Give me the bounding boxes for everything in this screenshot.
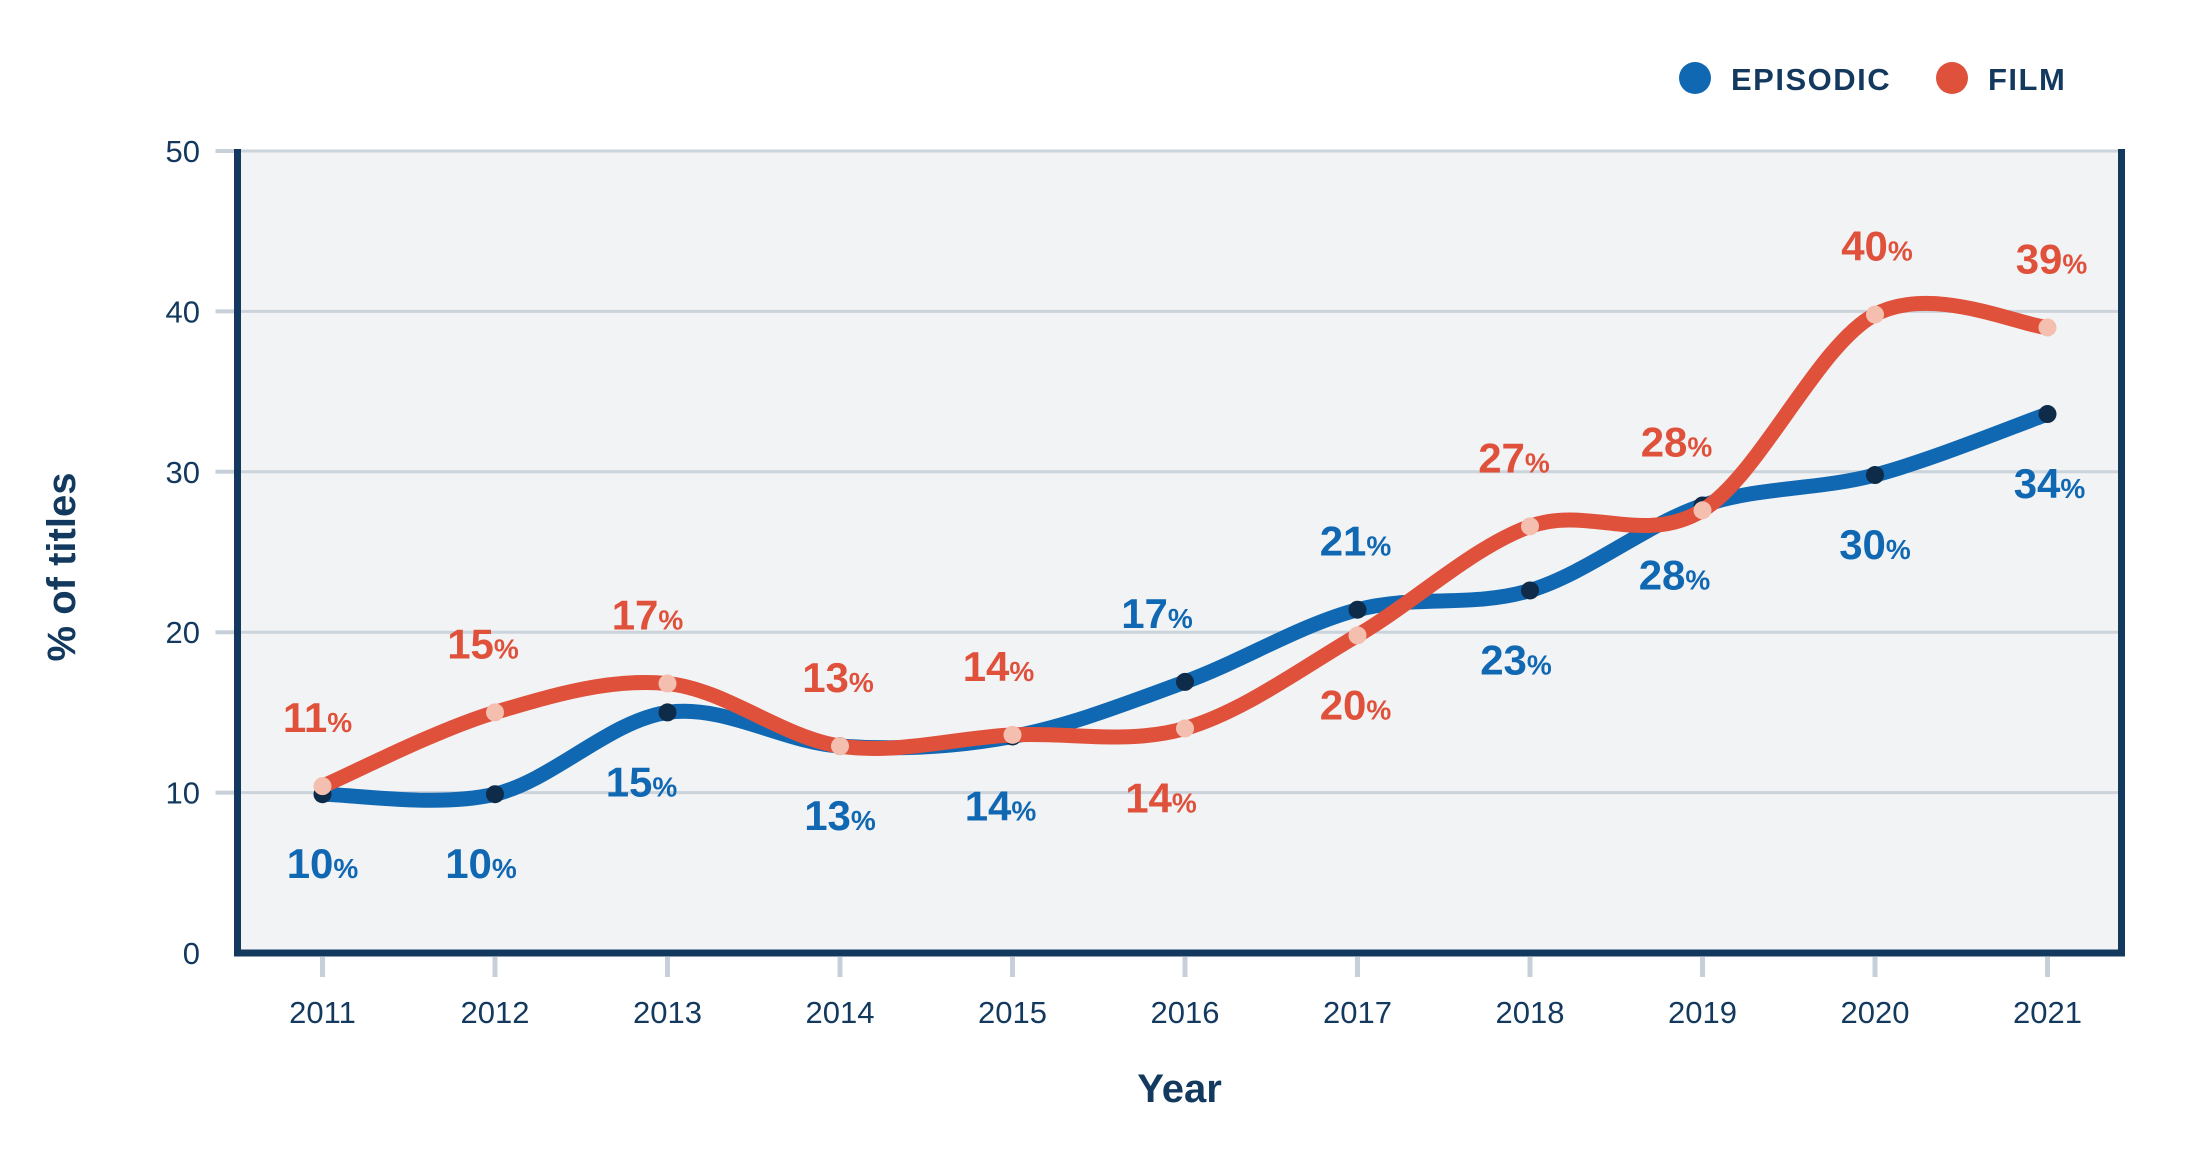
x-tick-label-2016: 2016	[1151, 995, 1220, 1030]
episodic-label-2015: 14%	[965, 782, 1037, 829]
episodic-label-2020: 30%	[1839, 521, 1911, 568]
x-axis-title: Year	[1137, 1067, 1222, 1111]
x-tick-label-2014: 2014	[806, 995, 875, 1030]
x-tick-label-2017: 2017	[1323, 995, 1392, 1030]
y-tick-label-50: 50	[166, 134, 200, 169]
film-marker-2021	[2038, 318, 2057, 337]
episodic-marker-2013	[658, 703, 677, 722]
film-label-2018: 27%	[1478, 434, 1550, 481]
x-tick-label-2018: 2018	[1496, 995, 1565, 1030]
legend-episodic-swatch	[1679, 62, 1711, 94]
film-label-2019: 28%	[1641, 418, 1713, 465]
episodic-marker-2021	[2038, 405, 2057, 424]
film-marker-2012	[486, 703, 504, 722]
episodic-label-2012: 10%	[445, 840, 517, 887]
film-marker-2014	[831, 737, 849, 756]
film-label-2015: 14%	[963, 643, 1035, 690]
episodic-marker-2017	[1348, 600, 1367, 619]
y-tick-label-40: 40	[166, 294, 200, 329]
film-label-2013: 17%	[612, 592, 684, 639]
y-tick-label-30: 30	[166, 455, 200, 490]
film-marker-2011	[313, 777, 332, 796]
episodic-label-2016: 17%	[1121, 590, 1193, 637]
episodic-label-2017: 21%	[1320, 518, 1392, 565]
episodic-label-2019: 28%	[1639, 551, 1711, 598]
episodic-marker-2016	[1176, 672, 1194, 691]
episodic-label-2011: 10%	[287, 840, 359, 887]
x-tick-label-2012: 2012	[461, 995, 530, 1030]
film-label-2020: 40%	[1841, 223, 1913, 270]
film-line	[315, 295, 2055, 794]
episodic-label-2013: 15%	[606, 758, 678, 805]
episodic-label-2014: 13%	[804, 792, 876, 839]
film-marker-2019	[1693, 501, 1712, 520]
film-marker-2015	[1003, 725, 1022, 744]
episodic-label-2021: 34%	[2014, 460, 2086, 507]
x-tick-label-2015: 2015	[978, 995, 1047, 1030]
film-label-2014: 13%	[802, 654, 874, 701]
film-marker-2016	[1176, 719, 1194, 738]
legend-episodic-label: EPISODIC	[1731, 62, 1891, 97]
film-marker-2013	[658, 674, 677, 693]
film-label-2011: 11%	[283, 694, 352, 741]
film-marker-2018	[1521, 517, 1539, 536]
episodic-marker-2018	[1521, 581, 1539, 600]
y-tick-label-20: 20	[166, 615, 200, 650]
film-label-2016: 14%	[1125, 774, 1197, 821]
film-marker-2017	[1348, 626, 1367, 645]
x-tick-label-2021: 2021	[2013, 995, 2082, 1030]
plot-area	[237, 151, 2122, 953]
y-tick-label-10: 10	[166, 776, 200, 811]
x-tick-label-2020: 2020	[1841, 995, 1910, 1030]
episodic-label-2018: 23%	[1480, 636, 1552, 683]
legend-film-swatch	[1936, 62, 1968, 94]
film-label-2021: 39%	[2016, 235, 2088, 282]
x-tick-label-2019: 2019	[1668, 995, 1737, 1030]
film-label-2017: 20%	[1320, 681, 1392, 728]
y-tick-label-0: 0	[183, 936, 200, 971]
y-axis-title: % of titles	[40, 473, 84, 662]
x-tick-label-2013: 2013	[633, 995, 702, 1030]
film-label-2012: 15%	[447, 620, 519, 667]
episodic-marker-2012	[486, 785, 504, 804]
x-tick-label-2011: 2011	[289, 995, 356, 1030]
film-marker-2020	[1866, 305, 1884, 324]
legend-film-label: FILM	[1988, 62, 2066, 97]
episodic-marker-2020	[1866, 466, 1884, 485]
